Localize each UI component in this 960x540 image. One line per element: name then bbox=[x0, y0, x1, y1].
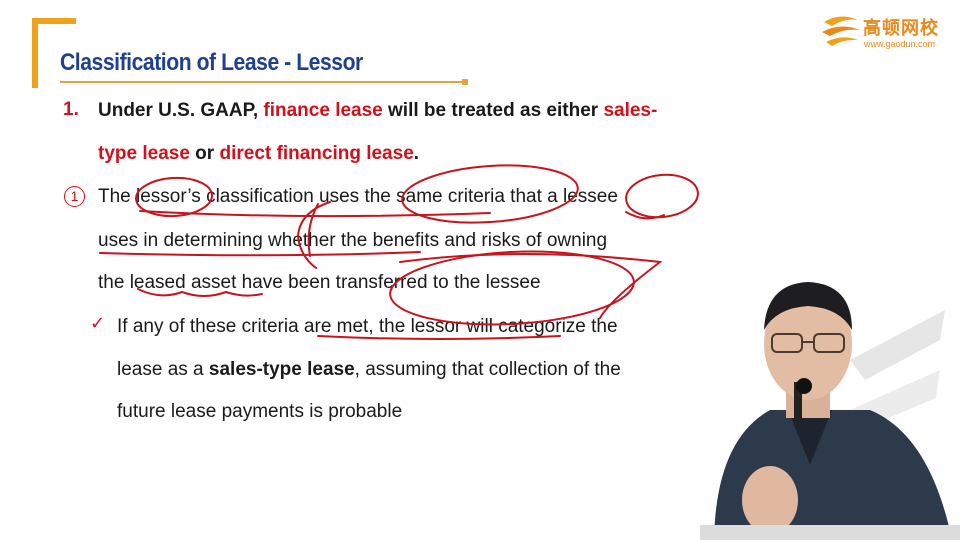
point1-line2: type lease or direct financing lease. bbox=[98, 143, 420, 164]
gaodun-logo-icon bbox=[822, 16, 860, 46]
title-bracket bbox=[32, 18, 76, 88]
point-number: 1. bbox=[63, 99, 79, 120]
check-line1: If any of these criteria are met, the le… bbox=[117, 316, 618, 337]
checkmark-icon: ✓ bbox=[90, 313, 106, 333]
check-line2: lease as a sales-type lease, assuming th… bbox=[117, 359, 621, 380]
annotation-circle-lessee bbox=[625, 173, 699, 219]
sub1-line1: The lessor’s classification uses the sam… bbox=[98, 186, 618, 207]
title-underline bbox=[60, 81, 464, 83]
circled-number-marker: 1 bbox=[64, 186, 85, 207]
annotation-underline-criteria bbox=[139, 210, 491, 218]
sub1-line3: the leased asset have been transferred t… bbox=[98, 272, 541, 293]
presenter-video bbox=[700, 282, 960, 540]
check-line3: future lease payments is probable bbox=[117, 401, 403, 422]
logo-name: 高顿网校 bbox=[863, 18, 939, 38]
annotation-arrow-lessee bbox=[625, 211, 665, 220]
sub1-line2: uses in determining whether the benefits… bbox=[98, 230, 608, 251]
logo-url: www.gaodun.com bbox=[864, 39, 936, 49]
point1-line1: Under U.S. GAAP, finance lease will be t… bbox=[98, 100, 658, 121]
title-underline-end bbox=[462, 79, 468, 85]
slide-title: Classification of Lease - Lessor bbox=[60, 49, 363, 76]
